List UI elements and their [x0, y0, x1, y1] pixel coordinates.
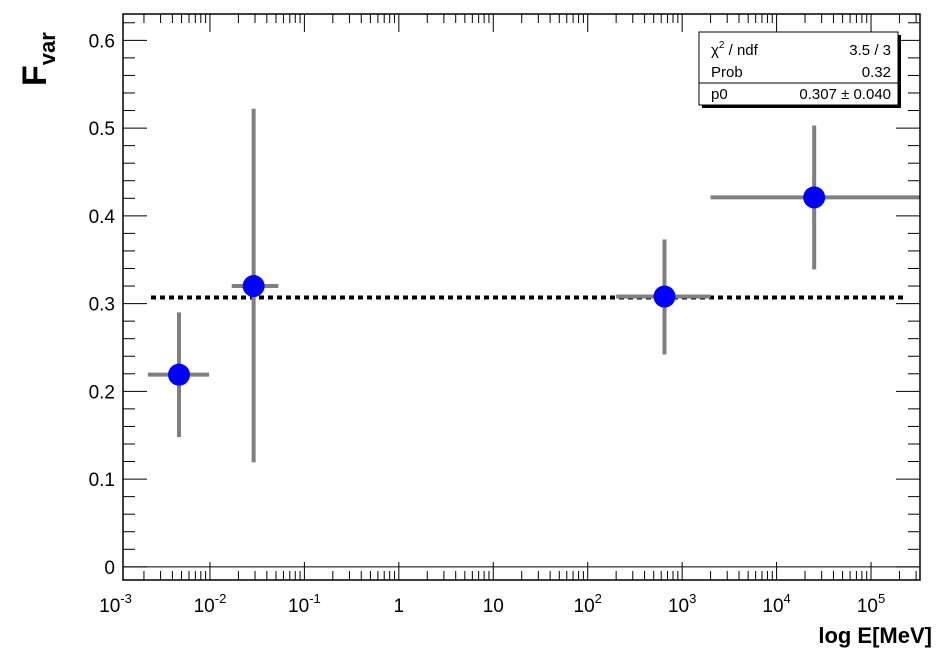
x-axis-title: log E[MeV]: [818, 623, 932, 648]
y-tick-label: 0.4: [89, 207, 116, 228]
y-axis-title: Fvar: [16, 32, 60, 86]
stats-value-prob: 0.32: [862, 64, 891, 81]
x-tick-label-base: 10: [857, 596, 878, 617]
x-tick-label-exponent: 5: [878, 591, 885, 606]
x-tick-label-base: 10: [574, 596, 595, 617]
x-tick-label: 10-1: [288, 591, 321, 617]
x-tick-label-exponent: 4: [784, 591, 791, 606]
y-tick-label: 0.6: [89, 31, 115, 52]
stats-value-p0: 0.307 ± 0.040: [799, 86, 891, 103]
plot-frame: [122, 13, 921, 581]
stats-value-chi2: 3.5 / 3: [849, 42, 891, 59]
x-tick-label-base: 10: [762, 596, 783, 617]
data-point: [653, 285, 676, 308]
stats-label-p0: p0: [711, 86, 728, 103]
data-point: [242, 275, 265, 298]
data-points-layer: [167, 186, 826, 386]
x-tick-label-exponent: -1: [309, 591, 321, 606]
stats-box-frame: [698, 31, 899, 106]
x-tick-label-base: 10: [483, 596, 504, 617]
x-tick-label-base: 10: [99, 596, 120, 617]
axis-ticks: [123, 14, 920, 580]
y-tick-label: 0: [104, 558, 115, 579]
x-tick-label-base: 10: [288, 596, 309, 617]
x-tick-label-base: 10: [668, 596, 689, 617]
data-point: [803, 186, 826, 209]
y-tick-label: 0.5: [89, 119, 115, 140]
x-tick-label-base: 10: [194, 596, 215, 617]
x-tick-label-exponent: 3: [689, 591, 696, 606]
tick-labels-layer: 00.10.20.30.40.50.610-3 10-2 10-1 1 10 102 103…: [89, 31, 886, 617]
y-axis-title-sub: var: [35, 32, 60, 65]
x-tick-label-base: 1: [394, 596, 405, 617]
y-tick-label: 0.3: [89, 295, 115, 316]
x-tick-label: 10-2: [194, 591, 227, 617]
stats-label-prob: Prob: [711, 64, 743, 81]
x-tick-label: 102: [574, 591, 602, 617]
stats-label-chi2: χ2 / ndf: [711, 40, 759, 59]
x-tick-label-exponent: -3: [120, 591, 132, 606]
x-tick-label-exponent: 2: [595, 591, 602, 606]
x-tick-label-exponent: -2: [215, 591, 227, 606]
y-tick-label: 0.2: [89, 382, 115, 403]
x-tick-label: 10-3: [99, 591, 132, 617]
x-tick-label: 10: [483, 596, 504, 617]
x-tick-label: 103: [668, 591, 696, 617]
stats-box: χ2 / ndf 3.5 / 3 Prob 0.32 p0 0.307 ± 0.…: [698, 31, 901, 108]
x-tick-label: 105: [857, 591, 885, 617]
x-tick-label: 104: [762, 591, 790, 617]
y-axis-title-main: F: [16, 65, 54, 86]
data-point: [167, 363, 190, 386]
y-tick-label: 0.1: [89, 470, 115, 491]
x-tick-label: 1: [394, 596, 405, 617]
